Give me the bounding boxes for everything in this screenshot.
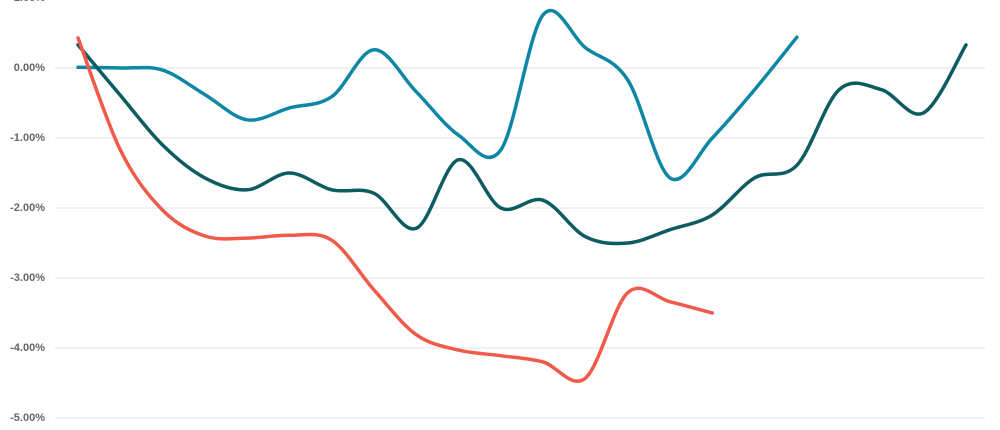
y-tick-label: -5.00% <box>10 412 45 424</box>
y-tick-label: -4.00% <box>10 342 45 354</box>
line-series <box>76 43 968 246</box>
line-series <box>76 36 715 383</box>
y-tick-label: -3.00% <box>10 272 45 284</box>
y-tick-label: -1.00% <box>10 132 45 144</box>
y-tick-label: -2.00% <box>10 202 45 214</box>
line-series <box>76 8 799 182</box>
y-tick-label: 1.00% <box>14 0 45 4</box>
y-tick-label: 0.00% <box>14 62 45 74</box>
